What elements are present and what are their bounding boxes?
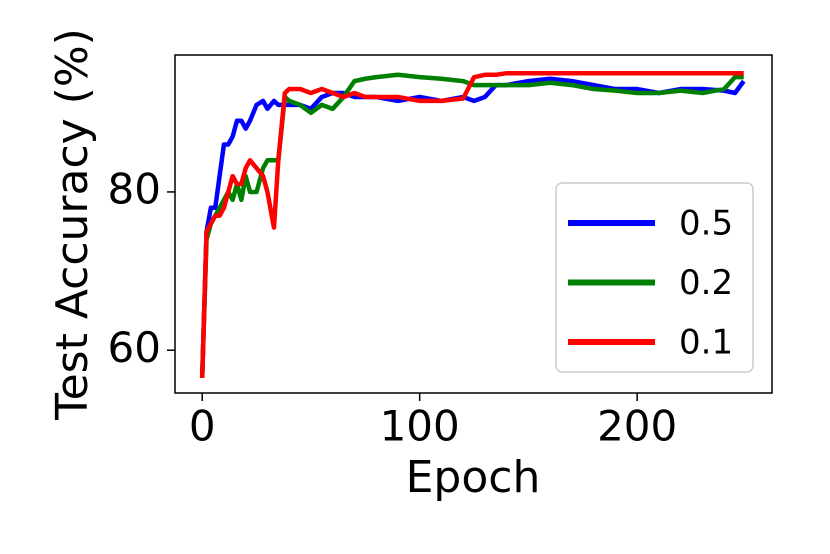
legend-label: 0.2 — [679, 263, 733, 303]
x-tick-label: 0 — [189, 402, 216, 451]
y-tick-label: 80 — [108, 164, 161, 213]
x-axis-label: Epoch — [406, 452, 541, 503]
legend-label: 0.1 — [679, 323, 733, 363]
y-tick-label: 60 — [108, 323, 161, 372]
legend-label: 0.5 — [679, 204, 733, 244]
plot-frame — [174, 54, 773, 394]
y-axis-label: Test Accuracy (%) — [47, 28, 98, 421]
line — [199, 70, 744, 379]
x-tick-label: 100 — [380, 402, 460, 451]
x-tick-label: 200 — [597, 402, 677, 451]
legend-frame — [555, 182, 754, 373]
